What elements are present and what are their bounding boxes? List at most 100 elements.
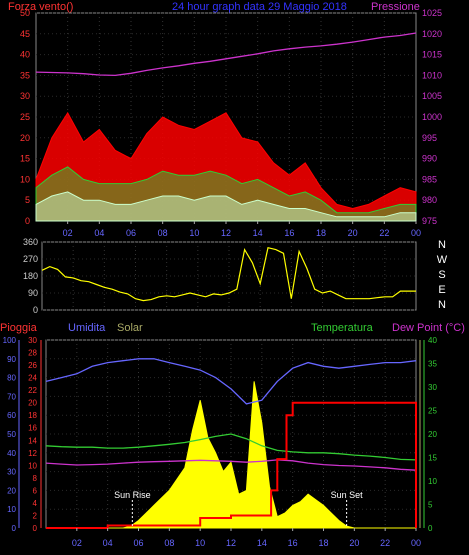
humidity-tick-label: 70: [7, 392, 16, 401]
rain-tick-label: 24: [28, 374, 37, 383]
humidity-tick-label: 20: [7, 486, 16, 495]
temperature-tick-label: 5: [428, 501, 433, 510]
temperature-tick-label: 35: [428, 360, 437, 369]
wind-speed-tick-label: 45: [20, 29, 30, 39]
pressure-tick-label: 1000: [422, 112, 442, 122]
humidity-tick-label: 80: [7, 374, 16, 383]
wind-direction-tick-label: 0: [33, 305, 38, 315]
temperature-tick-label: 25: [428, 407, 437, 416]
rain-tick-label: 8: [33, 474, 38, 483]
temperature-tick-label: 15: [428, 454, 437, 463]
humidity-tick-label: 30: [7, 468, 16, 477]
wind-direction-tick-label: 180: [23, 271, 38, 281]
temperature-axis-label: Temperatura: [311, 322, 374, 334]
rain-tick-label: 20: [28, 399, 37, 408]
wind-speed-tick-label: 40: [20, 50, 30, 60]
wind-speed-tick-label: 0: [25, 216, 30, 226]
wind-speed-series: [35, 191, 417, 222]
rain-tick-label: 14: [28, 436, 37, 445]
rain-tick-label: 30: [28, 336, 37, 345]
humidity-tick-label: 0: [12, 524, 17, 533]
rain-tick-label: 26: [28, 361, 37, 370]
compass-label: S: [438, 269, 445, 281]
x-tick-label: 10: [195, 538, 205, 548]
temperature-tick-label: 10: [428, 477, 437, 486]
x-tick-label: 06: [133, 538, 143, 548]
x-tick-label: 08: [158, 228, 168, 238]
x-tick-label: 22: [380, 538, 390, 548]
x-tick-label: 14: [253, 228, 263, 238]
pressure-tick-label: 1025: [422, 8, 442, 18]
rain-tick-label: 16: [28, 424, 37, 433]
pressure-tick-label: 995: [422, 133, 437, 143]
humidity-tick-label: 100: [3, 336, 17, 345]
compass-label: N: [438, 299, 446, 311]
wind-speed-tick-label: 35: [20, 70, 30, 80]
pressure-axis-label: Pressione: [371, 1, 420, 13]
rain-tick-label: 0: [33, 524, 38, 533]
humidity-tick-label: 10: [7, 505, 16, 514]
x-tick-label: 18: [316, 228, 326, 238]
rain-tick-label: 2: [33, 511, 38, 520]
x-tick-label: 02: [63, 228, 73, 238]
pressure-tick-label: 985: [422, 174, 437, 184]
wind-speed-tick-label: 25: [20, 112, 30, 122]
temperature-line: [45, 433, 417, 461]
humidity-tick-label: 50: [7, 430, 16, 439]
pressure-tick-label: 1005: [422, 91, 442, 101]
x-tick-label: 12: [221, 228, 231, 238]
wind-speed-tick-label: 5: [25, 195, 30, 205]
temperature-tick-label: 30: [428, 383, 437, 392]
rain-axis-label: Pioggia: [0, 322, 38, 334]
x-tick-label: 00: [411, 228, 421, 238]
chart-title: 24 hour graph data 29 Maggio 2018: [172, 1, 347, 13]
wind-direction-tick-label: 270: [23, 254, 38, 264]
dewpoint-line: [45, 459, 417, 471]
sunset-label: Sun Set: [331, 490, 364, 500]
humidity-tick-label: 40: [7, 449, 16, 458]
x-tick-label: 16: [288, 538, 298, 548]
solar-axis-label: Solar: [117, 322, 143, 334]
x-tick-label: 12: [226, 538, 236, 548]
wind-direction-line: [41, 246, 416, 302]
wind-speed-tick-label: 50: [20, 8, 30, 18]
x-tick-label: 22: [379, 228, 389, 238]
wind-direction-tick-label: 360: [23, 237, 38, 247]
rain-tick-label: 22: [28, 386, 37, 395]
x-tick-label: 18: [318, 538, 328, 548]
rain-tick-label: 28: [28, 349, 37, 358]
temperature-tick-label: 20: [428, 430, 437, 439]
x-tick-label: 06: [126, 228, 136, 238]
dewpoint-axis-label: Dew Point (°C): [392, 322, 465, 334]
rain-tick-label: 18: [28, 411, 37, 420]
x-tick-label: 20: [348, 228, 358, 238]
humidity-axis-label: Umidita: [68, 322, 106, 334]
pressure-tick-label: 975: [422, 216, 437, 226]
wind-speed-tick-label: 20: [20, 133, 30, 143]
wind-speed-tick-label: 10: [20, 174, 30, 184]
x-tick-label: 16: [284, 228, 294, 238]
pressure-tick-label: 1010: [422, 70, 442, 80]
x-tick-label: 08: [164, 538, 174, 548]
rain-tick-label: 12: [28, 449, 37, 458]
x-tick-label: 04: [94, 228, 104, 238]
humidity-tick-label: 90: [7, 355, 16, 364]
x-tick-label: 04: [103, 538, 113, 548]
x-tick-label: 14: [257, 538, 267, 548]
compass-label: N: [438, 239, 446, 251]
sunrise-label: Sun Rise: [114, 490, 151, 500]
wind-speed-axis-label: Forza vento(): [8, 1, 73, 13]
rain-tick-label: 4: [33, 499, 38, 508]
temperature-tick-label: 0: [428, 524, 433, 533]
compass-label: W: [437, 254, 448, 266]
compass-label: E: [438, 284, 445, 296]
pressure-tick-label: 1015: [422, 50, 442, 60]
x-tick-label: 02: [72, 538, 82, 548]
x-tick-label: 00: [411, 538, 421, 548]
wind-direction-tick-label: 90: [28, 288, 38, 298]
pressure-tick-label: 980: [422, 195, 437, 205]
rain-tick-label: 6: [33, 486, 38, 495]
